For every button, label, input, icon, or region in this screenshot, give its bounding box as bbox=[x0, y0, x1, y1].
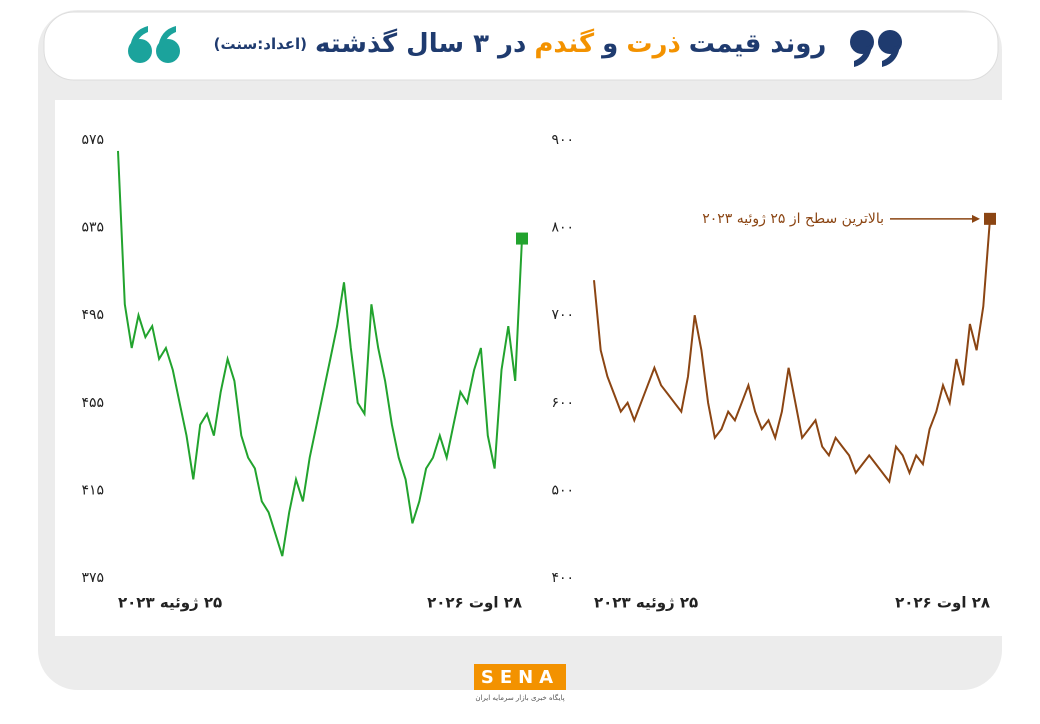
title-part: روند قیمت bbox=[688, 29, 827, 59]
end-marker bbox=[984, 212, 996, 225]
x-tick-label: ۲۸ اوت ۲۰۲۶ bbox=[427, 594, 522, 612]
tagline: پایگاه خبری بازار سرمایه ایران bbox=[475, 693, 564, 702]
title-part: (اعداد:سنت) bbox=[213, 35, 308, 53]
x-tick-label: ۲۵ ژوئیه ۲۰۲۳ bbox=[118, 594, 222, 612]
y-tick-label: ۴۱۵ bbox=[81, 482, 104, 498]
title-part: و bbox=[602, 29, 619, 59]
quote-left bbox=[128, 26, 180, 63]
x-tick-label: ۲۵ ژوئیه ۲۰۲۳ bbox=[594, 594, 698, 612]
quote-right bbox=[850, 30, 902, 67]
y-tick-label: ۴۰۰ bbox=[551, 570, 574, 586]
plot-panel bbox=[55, 100, 1020, 636]
title: روند قیمت ذرت و گندم در ۳ سال گذشته (اعداد:سن… bbox=[200, 22, 840, 66]
title-part: ذرت bbox=[626, 29, 681, 59]
logo-box bbox=[474, 664, 566, 690]
y-tick-label: ۷۰۰ bbox=[551, 307, 574, 323]
y-tick-label: ۴۹۵ bbox=[81, 307, 104, 323]
line bbox=[117, 150, 523, 557]
y-tick-label: ۸۰۰ bbox=[551, 220, 574, 236]
y-tick-label: ۶۰۰ bbox=[551, 395, 574, 411]
y-tick-label: ۴۵۵ bbox=[81, 395, 104, 411]
y-tick-label: ۵۳۵ bbox=[81, 220, 104, 236]
y-tick-label: ۳۷۵ bbox=[81, 570, 104, 586]
y-tick-label: ۵۷۵ bbox=[81, 132, 104, 148]
logo: SENA bbox=[481, 667, 559, 688]
x-tick-label: ۲۸ اوت ۲۰۲۶ bbox=[895, 594, 990, 612]
end-marker bbox=[516, 232, 528, 245]
annotation-arrowhead bbox=[972, 214, 980, 223]
annotation: بالاترین سطح از ۲۵ ژوئیه ۲۰۲۳ bbox=[702, 211, 884, 227]
title-part: گندم bbox=[534, 29, 595, 59]
y-tick-label: ۵۰۰ bbox=[551, 482, 574, 498]
line bbox=[593, 218, 991, 484]
title-part: در ۳ سال گذشته bbox=[315, 29, 527, 59]
y-tick-label: ۹۰۰ bbox=[551, 132, 574, 148]
title-bar bbox=[43, 11, 999, 81]
